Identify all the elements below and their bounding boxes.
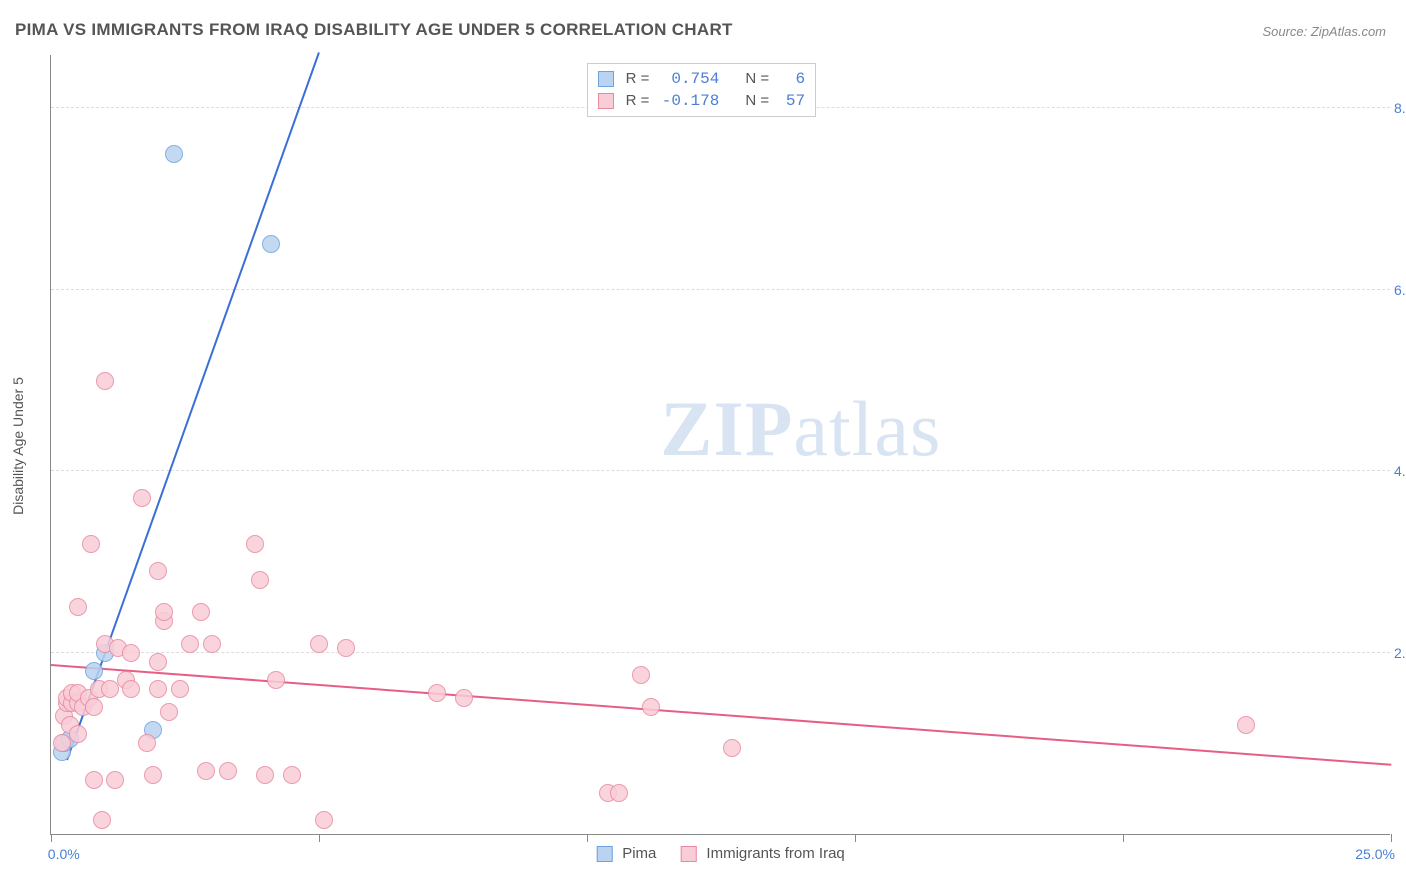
- series-legend: Pima Immigrants from Iraq: [596, 845, 845, 862]
- stat-n-value: 6: [777, 68, 805, 90]
- x-tick: [587, 834, 588, 842]
- gridline: [51, 652, 1390, 653]
- x-tick: [51, 834, 52, 842]
- trend-line: [51, 664, 1391, 766]
- data-point: [69, 725, 87, 743]
- stat-r-value: -0.178: [657, 90, 719, 112]
- data-point: [101, 680, 119, 698]
- data-point: [192, 603, 210, 621]
- data-point: [455, 689, 473, 707]
- data-point: [165, 145, 183, 163]
- stats-legend: R = 0.754 N = 6 R = -0.178 N = 57: [587, 63, 817, 117]
- gridline: [51, 470, 1390, 471]
- data-point: [642, 698, 660, 716]
- watermark-atlas: atlas: [793, 385, 941, 472]
- data-point: [85, 662, 103, 680]
- series-legend-label: Immigrants from Iraq: [706, 845, 844, 862]
- data-point: [96, 372, 114, 390]
- y-tick-label: 2.0%: [1394, 645, 1406, 661]
- gridline: [51, 289, 1390, 290]
- data-point: [149, 680, 167, 698]
- stats-legend-row: R = -0.178 N = 57: [598, 90, 806, 112]
- data-point: [160, 703, 178, 721]
- x-tick-label: 0.0%: [48, 846, 80, 862]
- x-tick: [1123, 834, 1124, 842]
- data-point: [337, 639, 355, 657]
- y-axis-title: Disability Age Under 5: [10, 377, 26, 515]
- data-point: [256, 766, 274, 784]
- data-point: [149, 562, 167, 580]
- stat-n-label: N =: [745, 68, 769, 90]
- data-point: [246, 535, 264, 553]
- y-tick-label: 4.0%: [1394, 463, 1406, 479]
- data-point: [610, 784, 628, 802]
- data-point: [1237, 716, 1255, 734]
- x-tick: [855, 834, 856, 842]
- data-point: [53, 734, 71, 752]
- data-point: [267, 671, 285, 689]
- data-point: [171, 680, 189, 698]
- x-tick: [319, 834, 320, 842]
- data-point: [138, 734, 156, 752]
- stats-legend-row: R = 0.754 N = 6: [598, 68, 806, 90]
- chart-title: PIMA VS IMMIGRANTS FROM IRAQ DISABILITY …: [15, 20, 733, 40]
- x-tick: [1391, 834, 1392, 842]
- data-point: [85, 698, 103, 716]
- data-point: [144, 766, 162, 784]
- legend-swatch: [680, 846, 696, 862]
- data-point: [283, 766, 301, 784]
- series-legend-label: Pima: [622, 845, 656, 862]
- data-point: [203, 635, 221, 653]
- y-tick-label: 8.0%: [1394, 100, 1406, 116]
- data-point: [315, 811, 333, 829]
- source-label: Source: ZipAtlas.com: [1262, 24, 1386, 39]
- data-point: [428, 684, 446, 702]
- stat-r-label: R =: [626, 68, 650, 90]
- data-point: [149, 653, 167, 671]
- data-point: [133, 489, 151, 507]
- data-point: [197, 762, 215, 780]
- watermark-zip: ZIP: [660, 385, 793, 472]
- stat-n-value: 57: [777, 90, 805, 112]
- data-point: [632, 666, 650, 684]
- series-legend-item: Pima: [596, 845, 656, 862]
- data-point: [251, 571, 269, 589]
- data-point: [262, 235, 280, 253]
- data-point: [85, 771, 103, 789]
- legend-swatch: [598, 71, 614, 87]
- data-point: [181, 635, 199, 653]
- watermark: ZIPatlas: [660, 384, 941, 474]
- y-tick-label: 6.0%: [1394, 282, 1406, 298]
- data-point: [155, 603, 173, 621]
- stat-n-label: N =: [745, 90, 769, 112]
- stat-r-value: 0.754: [657, 68, 719, 90]
- stat-r-label: R =: [626, 90, 650, 112]
- data-point: [106, 771, 124, 789]
- data-point: [723, 739, 741, 757]
- data-point: [122, 680, 140, 698]
- legend-swatch: [596, 846, 612, 862]
- data-point: [69, 598, 87, 616]
- data-point: [310, 635, 328, 653]
- data-point: [219, 762, 237, 780]
- series-legend-item: Immigrants from Iraq: [680, 845, 844, 862]
- data-point: [93, 811, 111, 829]
- data-point: [122, 644, 140, 662]
- plot-area: ZIPatlas 2.0%4.0%6.0%8.0%0.0%25.0%R =0.7…: [50, 55, 1390, 835]
- x-tick-label: 25.0%: [1355, 846, 1395, 862]
- legend-swatch: [598, 93, 614, 109]
- data-point: [82, 535, 100, 553]
